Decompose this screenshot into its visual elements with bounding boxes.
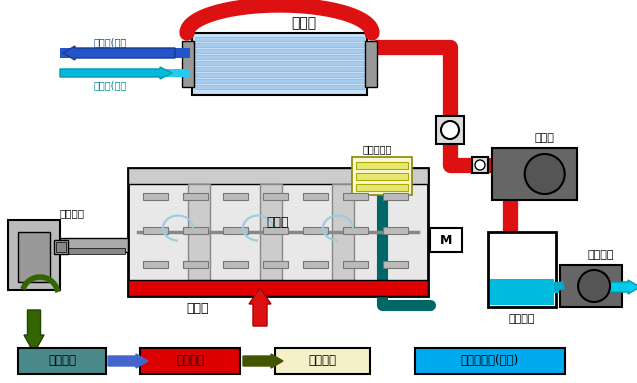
Bar xyxy=(58,238,128,252)
Bar xyxy=(18,348,106,374)
Bar xyxy=(8,220,60,290)
Circle shape xyxy=(525,154,564,194)
Bar xyxy=(143,227,168,234)
Bar xyxy=(332,184,354,280)
Bar xyxy=(143,193,168,200)
Bar xyxy=(192,33,367,95)
FancyArrow shape xyxy=(60,67,172,79)
Bar xyxy=(263,193,288,200)
Bar xyxy=(263,261,288,268)
Bar xyxy=(143,261,168,268)
Text: 排出工序: 排出工序 xyxy=(308,355,336,368)
Bar xyxy=(488,232,556,307)
Text: 搅拌机: 搅拌机 xyxy=(267,216,289,229)
Bar xyxy=(195,61,364,65)
Bar xyxy=(60,69,190,77)
Bar xyxy=(60,248,125,254)
Bar xyxy=(560,265,622,307)
Bar xyxy=(195,49,364,53)
Bar xyxy=(183,261,208,268)
Circle shape xyxy=(441,121,459,139)
FancyArrow shape xyxy=(243,354,283,368)
Bar xyxy=(128,168,428,296)
Bar xyxy=(303,261,328,268)
Bar xyxy=(195,85,364,89)
Bar xyxy=(195,43,364,47)
Bar xyxy=(343,193,368,200)
Bar xyxy=(223,193,248,200)
Bar xyxy=(183,227,208,234)
Bar xyxy=(430,228,462,252)
Bar xyxy=(195,55,364,59)
Circle shape xyxy=(475,160,485,170)
Text: 蒸馏工序: 蒸馏工序 xyxy=(176,355,204,368)
Bar xyxy=(263,227,288,234)
Bar xyxy=(60,48,190,58)
Bar xyxy=(188,184,210,280)
Bar xyxy=(195,79,364,83)
Bar xyxy=(195,67,364,71)
Text: 缓冲液罐: 缓冲液罐 xyxy=(509,314,535,324)
Bar xyxy=(472,157,488,173)
Bar xyxy=(490,279,554,305)
Bar xyxy=(343,227,368,234)
Bar xyxy=(223,227,248,234)
Circle shape xyxy=(578,270,610,302)
Text: 蒸馏水泵: 蒸馏水泵 xyxy=(588,250,614,260)
Bar xyxy=(128,168,428,184)
FancyArrow shape xyxy=(600,280,637,294)
Text: 冷凝器: 冷凝器 xyxy=(292,16,317,30)
Bar xyxy=(383,193,408,200)
Bar xyxy=(183,193,208,200)
Text: 冷却水(进水: 冷却水(进水 xyxy=(94,80,127,90)
Bar xyxy=(56,242,66,252)
Text: 蒸馏罐: 蒸馏罐 xyxy=(187,301,209,314)
Bar xyxy=(195,73,364,77)
Bar xyxy=(260,184,282,280)
Text: 供液工序: 供液工序 xyxy=(48,355,76,368)
Text: 残渣排出: 残渣排出 xyxy=(59,208,85,218)
Text: 回收水排放(随时): 回收水排放(随时) xyxy=(461,355,519,368)
Bar xyxy=(492,148,577,200)
Bar xyxy=(54,240,68,254)
FancyArrow shape xyxy=(108,354,148,368)
Bar xyxy=(365,41,377,87)
Bar xyxy=(383,227,408,234)
Text: 蒸汽过滤器: 蒸汽过滤器 xyxy=(362,144,392,154)
Text: 真空泵: 真空泵 xyxy=(534,133,554,143)
Bar xyxy=(415,348,565,374)
Bar xyxy=(383,261,408,268)
Bar xyxy=(182,41,194,87)
Bar xyxy=(356,162,408,169)
Bar xyxy=(303,227,328,234)
Bar xyxy=(352,157,412,195)
Bar xyxy=(343,261,368,268)
FancyArrow shape xyxy=(249,288,271,326)
Text: 冷却水(回水: 冷却水(回水 xyxy=(94,37,127,47)
FancyArrow shape xyxy=(24,310,44,353)
Bar xyxy=(140,348,240,374)
Bar xyxy=(356,173,408,180)
Bar xyxy=(128,280,428,296)
FancyArrow shape xyxy=(63,46,175,60)
Bar xyxy=(275,348,370,374)
Text: M: M xyxy=(440,234,452,247)
Bar xyxy=(223,261,248,268)
Bar xyxy=(303,193,328,200)
Bar xyxy=(436,116,464,144)
Bar xyxy=(356,184,408,191)
Bar xyxy=(18,232,50,282)
Bar xyxy=(195,37,364,41)
